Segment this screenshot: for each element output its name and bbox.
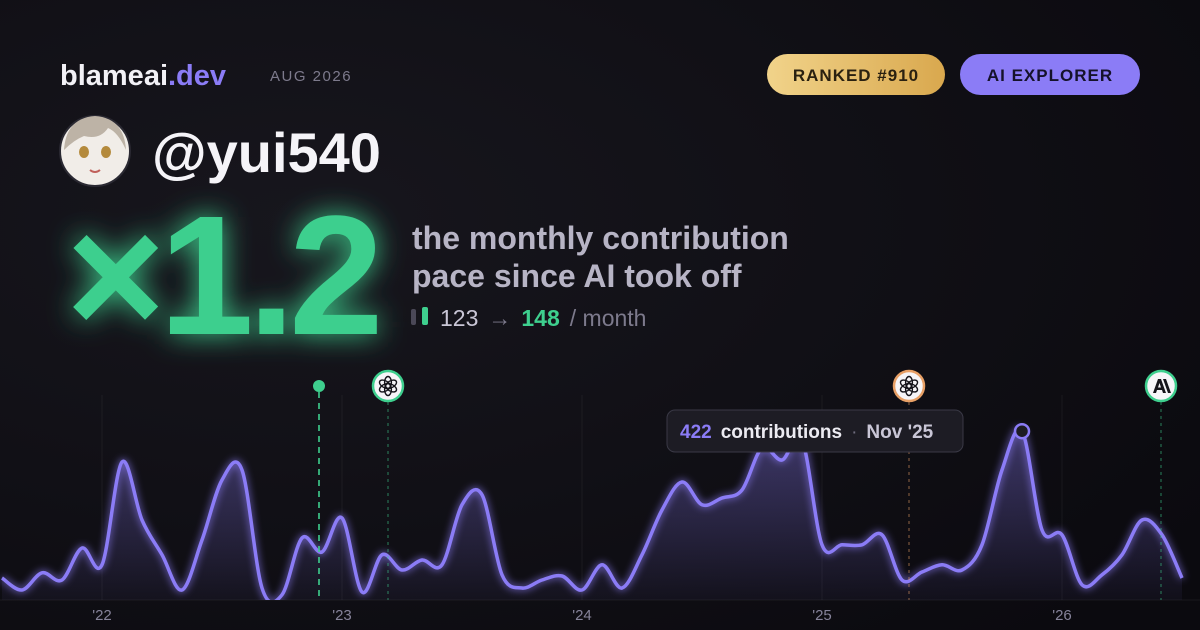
tooltip: 422 contributions · Nov '25 [666, 409, 964, 453]
tooltip-separator: · [851, 422, 857, 443]
tooltip-value: 422 [680, 422, 712, 443]
openai-petal [899, 379, 913, 390]
event-dot [313, 380, 325, 392]
line [0, 427, 1184, 600]
brand-name: blameai [60, 60, 168, 92]
event-icon [892, 369, 926, 403]
x-tick-label: '25 [812, 607, 832, 624]
openai-petal [378, 379, 392, 390]
description-line: the monthly contribution [412, 220, 789, 256]
pace-arrow: → [488, 305, 511, 331]
event-icon [1144, 369, 1178, 403]
rank-badge [767, 54, 945, 95]
highlight-point [1013, 422, 1031, 440]
rank-badge-label: RANKED #910 [793, 66, 919, 85]
event-icon-ring [892, 369, 926, 403]
x-tick-label: '22 [92, 607, 112, 624]
pace-unit: / month [570, 305, 647, 331]
pace-line: 123 → 148 / month [440, 305, 646, 331]
title-badge-label: AI EXPLORER [987, 66, 1113, 85]
anthropic-mark [1153, 379, 1171, 393]
title-badge [960, 54, 1140, 95]
multiplier: ×1.2 [66, 181, 378, 371]
pace-after: 148 [521, 305, 560, 331]
tooltip-text: 422 contributions · Nov '25 [680, 422, 934, 443]
plot [0, 427, 1184, 600]
pace-icon [411, 307, 428, 325]
date: AUG 2026 [270, 68, 352, 85]
area [2, 429, 1182, 600]
avatar [59, 115, 131, 187]
pace-before: 123 [440, 305, 478, 331]
chart: '22 '23 '24 '25 '26 [0, 369, 1200, 624]
x-tick-label: '26 [1052, 607, 1072, 624]
tooltip-box [666, 409, 964, 453]
x-tick-label: '24 [572, 607, 592, 624]
x-tick-label: '23 [332, 607, 352, 624]
description-line: pace since AI took off [412, 258, 742, 294]
event-icon [371, 369, 405, 403]
event-icon-ring [371, 369, 405, 403]
handle: @yui540 [152, 121, 381, 184]
tooltip-date: Nov '25 [866, 422, 933, 443]
brand: blameai.dev [60, 60, 226, 92]
tooltip-label: contributions [721, 422, 842, 443]
brand-tld: .dev [168, 60, 226, 92]
